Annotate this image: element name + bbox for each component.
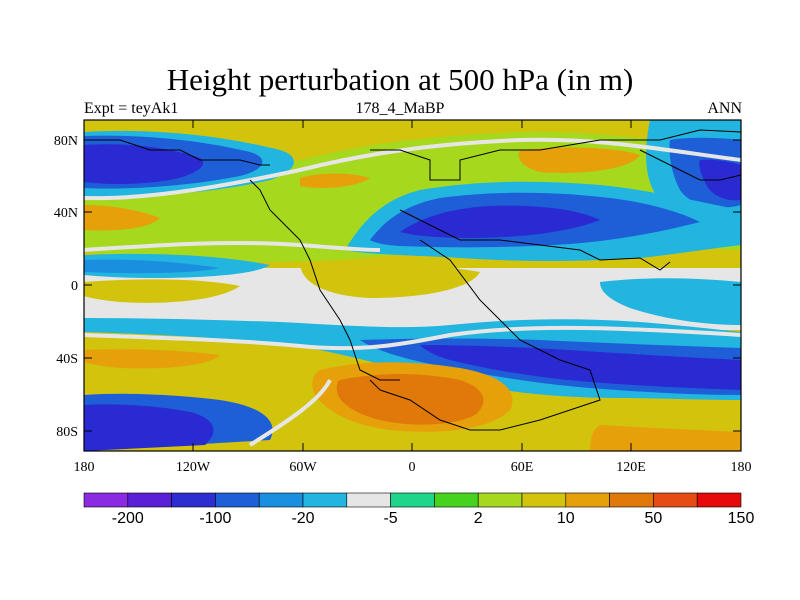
x-tick-label: 120W <box>176 460 211 475</box>
coast-asia-east <box>639 149 741 181</box>
coastlines <box>84 129 741 431</box>
season-label: ANN <box>707 100 742 117</box>
x-tick-label: 60W <box>289 460 317 475</box>
coast-africa <box>369 239 601 431</box>
colorbar-swatch <box>477 492 523 508</box>
coast-eurasia-north <box>370 129 741 181</box>
colorbar-swatch <box>83 492 129 508</box>
colorbar-label: -5 <box>383 510 397 527</box>
colorbar-swatch <box>127 492 172 508</box>
colorbar-swatch <box>609 492 654 508</box>
colorbar-swatch <box>171 492 216 508</box>
y-tick-label: 40S <box>56 352 78 367</box>
x-tick-label: 180 <box>731 460 752 475</box>
y-tick-label: 0 <box>71 279 78 294</box>
colorbar-swatch <box>653 492 698 508</box>
colorbar-swatch <box>696 492 742 508</box>
colorbar-swatch <box>390 492 435 508</box>
colorbar-label: -200 <box>112 510 144 527</box>
coast-south-america <box>249 179 400 381</box>
plot-title: Height perturbation at 500 hPa (in m) <box>166 62 634 97</box>
colorbar-swatch <box>434 492 479 508</box>
x-tick-label: 120E <box>616 460 646 475</box>
coast-north-america <box>84 139 270 166</box>
colorbar <box>83 492 742 508</box>
colorbar-label: 50 <box>645 510 663 527</box>
colorbar-labels: -200 -100 -20 -5 2 10 50 150 <box>112 510 755 527</box>
x-axis: 180 120W 60W 0 60E 120E 180 <box>74 120 752 475</box>
colorbar-label: 2 <box>474 510 483 527</box>
colorbar-label: -100 <box>199 510 231 527</box>
time-label: 178_4_MaBP <box>355 100 445 117</box>
contour-field <box>84 120 741 451</box>
x-tick-label: 0 <box>409 460 416 475</box>
colorbar-swatch <box>302 492 348 508</box>
y-tick-label: 80N <box>54 134 78 149</box>
colorbar-swatch <box>215 492 260 508</box>
x-tick-label: 180 <box>74 460 95 475</box>
colorbar-swatch <box>346 492 391 508</box>
y-tick-label: 80S <box>56 425 78 440</box>
coast-eurasia-south <box>399 209 671 271</box>
x-tick-label: 60E <box>511 460 534 475</box>
colorbar-swatch <box>258 492 304 508</box>
y-tick-label: 40N <box>54 206 78 221</box>
colorbar-label: 150 <box>728 510 755 527</box>
experiment-label: Expt = teyAk1 <box>84 100 179 117</box>
colorbar-swatch <box>565 492 610 508</box>
y-axis: 80N 40N 0 40S 80S <box>54 134 741 440</box>
colorbar-swatch <box>521 492 567 508</box>
colorbar-label: -20 <box>291 510 314 527</box>
colorbar-label: 10 <box>557 510 575 527</box>
zero-band <box>84 268 741 330</box>
